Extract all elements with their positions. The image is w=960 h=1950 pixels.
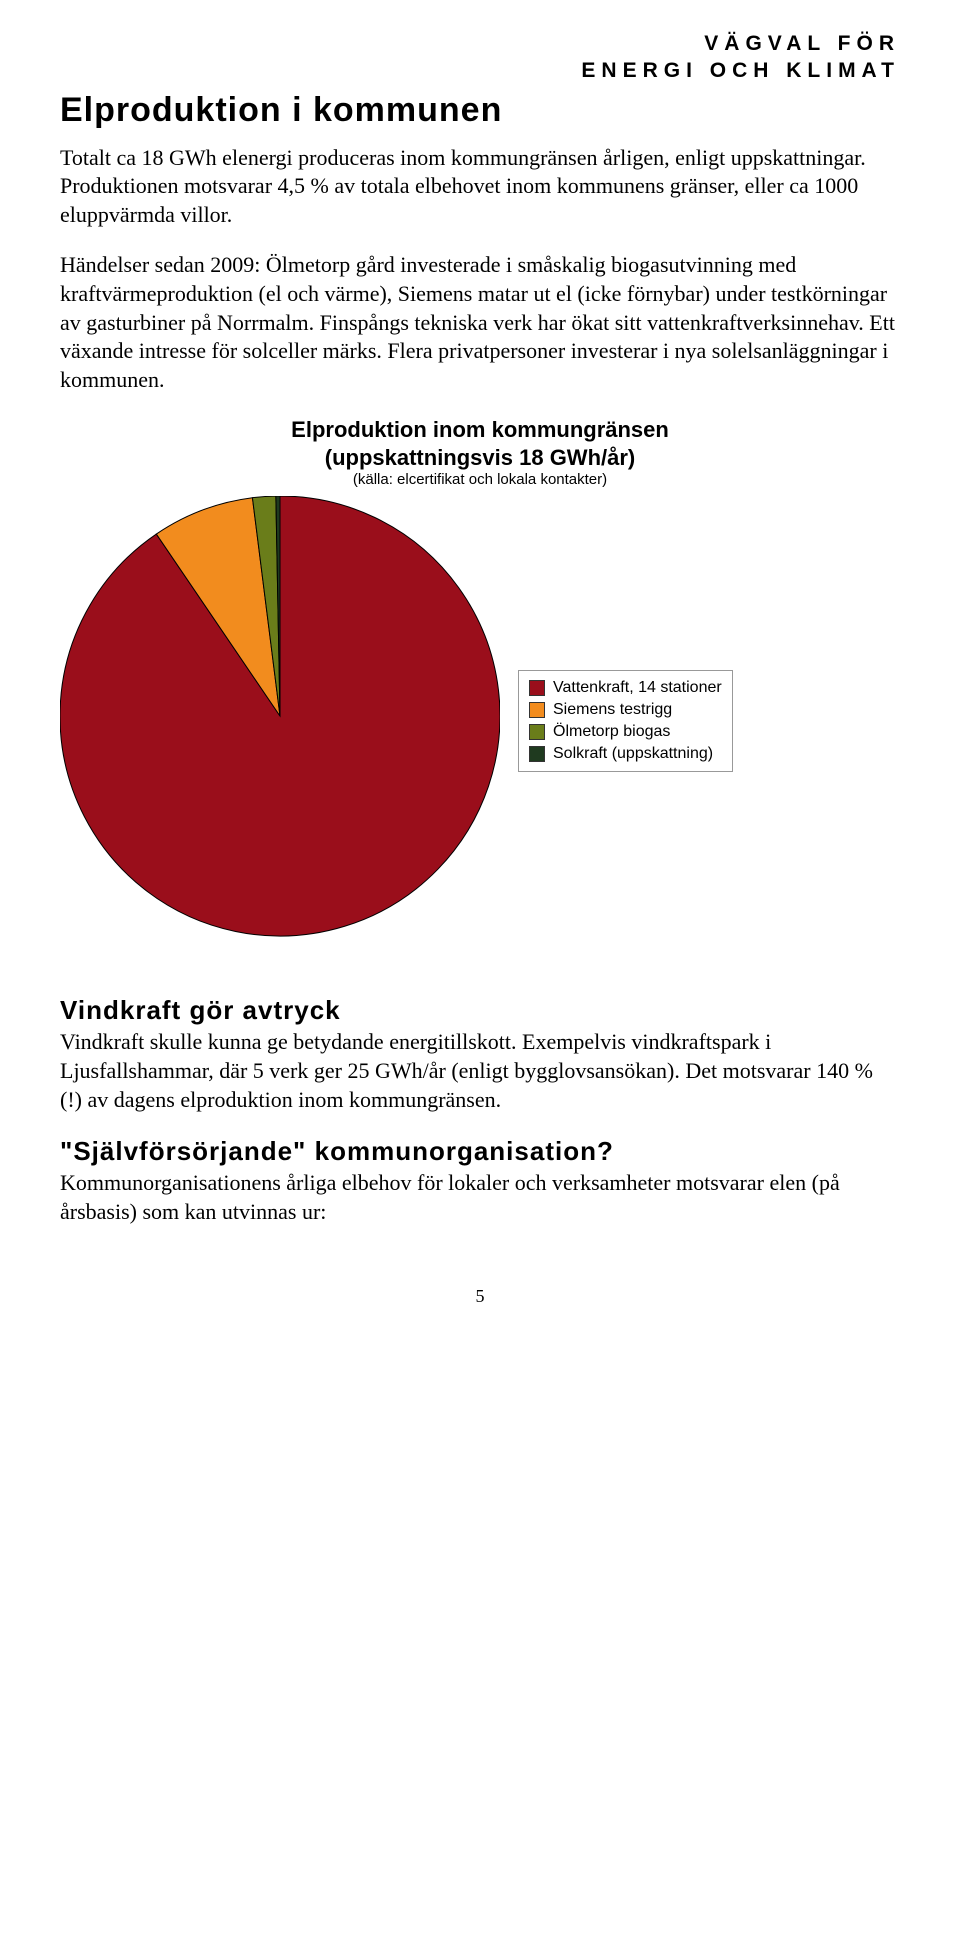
section-body-wind: Vindkraft skulle kunna ge betydande ener… bbox=[60, 1028, 900, 1114]
legend-swatch bbox=[529, 702, 545, 718]
chart-title-line1: Elproduktion inom kommungränsen bbox=[291, 417, 669, 442]
legend-item: Ölmetorp biogas bbox=[529, 721, 722, 743]
chart-title-line2: (uppskattningsvis 18 GWh/år) bbox=[325, 445, 636, 470]
legend-item: Solkraft (uppskattning) bbox=[529, 743, 722, 765]
legend-swatch bbox=[529, 724, 545, 740]
chart-row: Vattenkraft, 14 stationer Siemens testrig… bbox=[60, 496, 900, 945]
paragraph-2: Händelser sedan 2009: Ölmetorp gård inve… bbox=[60, 251, 900, 394]
chart-source: (källa: elcertifikat och lokala kontakte… bbox=[60, 471, 900, 488]
section-body-self: Kommunorganisationens årliga elbehov för… bbox=[60, 1169, 900, 1226]
legend-label: Siemens testrigg bbox=[553, 701, 672, 719]
document-page: VÄGVAL FÖR ENERGI OCH KLIMAT Elproduktio… bbox=[0, 0, 960, 1347]
page-header: VÄGVAL FÖR ENERGI OCH KLIMAT bbox=[60, 30, 900, 85]
section-heading-self: "Självförsörjande" kommunorganisation? bbox=[60, 1136, 900, 1167]
legend-label: Solkraft (uppskattning) bbox=[553, 745, 713, 763]
pie-wrap bbox=[60, 496, 500, 945]
page-number: 5 bbox=[60, 1286, 900, 1307]
header-line-1: VÄGVAL FÖR bbox=[60, 30, 900, 57]
legend-swatch bbox=[529, 680, 545, 696]
legend-item: Siemens testrigg bbox=[529, 699, 722, 721]
header-line-2: ENERGI OCH KLIMAT bbox=[60, 57, 900, 84]
chart-title: Elproduktion inom kommungränsen (uppskat… bbox=[60, 416, 900, 471]
page-title: Elproduktion i kommunen bbox=[60, 91, 900, 130]
section-heading-wind: Vindkraft gör avtryck bbox=[60, 995, 900, 1026]
chart-legend: Vattenkraft, 14 stationer Siemens testrig… bbox=[518, 670, 733, 772]
legend-swatch bbox=[529, 746, 545, 762]
legend-label: Vattenkraft, 14 stationer bbox=[553, 679, 722, 697]
legend-label: Ölmetorp biogas bbox=[553, 723, 670, 741]
pie-chart-block: Elproduktion inom kommungränsen (uppskat… bbox=[60, 416, 900, 945]
paragraph-1: Totalt ca 18 GWh elenergi produceras ino… bbox=[60, 144, 900, 230]
pie-chart bbox=[60, 496, 500, 940]
legend-item: Vattenkraft, 14 stationer bbox=[529, 677, 722, 699]
